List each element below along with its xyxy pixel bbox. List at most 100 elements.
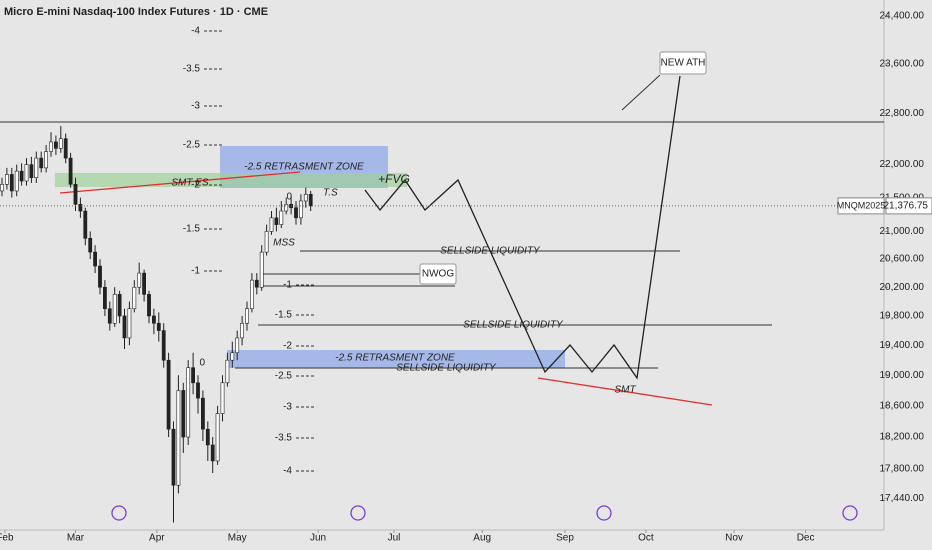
mss-label: MSS xyxy=(273,238,295,249)
candle-body xyxy=(308,193,313,207)
candle-body xyxy=(49,141,53,152)
projection-path xyxy=(364,75,681,380)
fib-label: -3 xyxy=(283,402,292,413)
fib-label: -1 xyxy=(191,266,200,277)
candle-body xyxy=(205,428,210,446)
candle-body xyxy=(103,286,107,310)
smt-line xyxy=(59,171,301,194)
x-tick-label: Jun xyxy=(310,533,326,544)
candle-body xyxy=(279,210,284,225)
price-box xyxy=(885,197,932,215)
candle-body xyxy=(34,157,39,179)
candle-body xyxy=(44,151,49,169)
candle-body xyxy=(107,308,112,324)
pointer-line xyxy=(621,74,661,111)
nwog-label: NWOG xyxy=(422,269,454,280)
candle-body xyxy=(166,359,171,430)
candle-body xyxy=(181,390,186,438)
smt-label: SMT xyxy=(614,385,636,396)
y-tick-label: 21,000.00 xyxy=(880,226,925,237)
y-tick-label: 17,440.00 xyxy=(880,493,925,504)
y-tick-label: 19,800.00 xyxy=(880,311,925,322)
candle-body xyxy=(137,272,142,288)
x-tick-label: Dec xyxy=(797,533,815,544)
y-tick-label: 22,000.00 xyxy=(880,159,925,170)
candle-body xyxy=(93,251,98,267)
y-tick-label: 20,600.00 xyxy=(880,254,925,265)
candle-body xyxy=(171,428,176,486)
fib-label: -2 xyxy=(191,180,200,191)
candle-body xyxy=(284,204,289,212)
candle-body xyxy=(142,272,147,295)
y-tick-label: 19,000.00 xyxy=(880,370,925,381)
chart-title: Micro E-mini Nasdaq-100 Index Futures · … xyxy=(4,6,268,18)
candle-body xyxy=(112,294,117,324)
symbol-box xyxy=(837,197,885,215)
candle-body xyxy=(68,157,73,185)
candle-body xyxy=(269,217,274,232)
fib-label: -3.5 xyxy=(183,64,201,75)
fib-label: -4 xyxy=(283,466,292,477)
candle-body xyxy=(117,294,122,317)
fib-label: -1.5 xyxy=(275,310,293,321)
candle-body xyxy=(196,382,200,399)
candle-body xyxy=(88,237,93,253)
candle-body xyxy=(245,308,249,324)
fvg-label: +FVG xyxy=(378,172,410,186)
fib-label: -3 xyxy=(191,101,200,112)
fib-label: -2 xyxy=(283,341,292,352)
candle-body xyxy=(98,265,102,288)
candle-body xyxy=(19,170,24,182)
candle-body xyxy=(73,184,78,205)
x-tick-label: Mar xyxy=(67,533,85,544)
label-box xyxy=(419,263,457,285)
x-tick-label: Apr xyxy=(149,533,165,544)
candle-body xyxy=(230,352,235,361)
fib-label: -1 xyxy=(283,280,292,291)
candle-body xyxy=(240,322,245,339)
candle-body xyxy=(298,200,303,219)
candle-body xyxy=(191,367,196,384)
candle-body xyxy=(122,315,127,339)
y-tick-label: 20,200.00 xyxy=(880,282,925,293)
candle-body xyxy=(147,294,151,317)
liquidity-label: SELLSIDE LIQUIDITY xyxy=(463,320,564,331)
candle-body xyxy=(186,367,191,438)
candle-body xyxy=(201,397,205,430)
candle-body xyxy=(132,286,137,310)
x-tick-label: Jul xyxy=(388,533,401,544)
candle-body xyxy=(0,184,4,192)
candle-body xyxy=(161,330,166,361)
ath-label: NEW ATH xyxy=(661,58,706,69)
y-tick-label: 18,600.00 xyxy=(880,400,925,411)
candle-body xyxy=(220,382,225,414)
y-tick-label: 22,800.00 xyxy=(880,108,925,119)
fib-label: -3.5 xyxy=(275,433,293,444)
candle-body xyxy=(156,322,161,331)
candle-body xyxy=(5,174,9,185)
fib-label: -2.5 xyxy=(183,140,201,151)
x-tick-label: Sep xyxy=(556,533,574,544)
y-tick-label: 23,600.00 xyxy=(880,58,925,69)
fib-label: 0 xyxy=(199,358,205,369)
fib-label: 0 xyxy=(286,192,292,203)
smt-label: SMT ES xyxy=(171,178,209,189)
liquidity-label: SELLSIDE LIQUIDITY xyxy=(396,363,497,374)
candle-body xyxy=(294,207,298,219)
candle-body xyxy=(14,170,19,192)
candle-body xyxy=(78,204,83,212)
candle-body xyxy=(176,390,181,486)
fib-label: -4 xyxy=(191,26,200,37)
y-tick-label: 24,400.00 xyxy=(880,10,925,21)
candle-body xyxy=(152,315,156,324)
candle-body xyxy=(250,279,254,310)
candle-body xyxy=(274,217,279,225)
x-tick-label: Oct xyxy=(638,533,654,544)
candle-body xyxy=(83,210,88,239)
ts-label: T.S xyxy=(323,188,338,199)
x-tick-label: May xyxy=(228,533,247,544)
y-tick-label: 18,200.00 xyxy=(880,432,925,443)
candle-body xyxy=(215,413,220,462)
candle-body xyxy=(235,337,240,354)
price-label: 21,376.75 xyxy=(884,201,929,212)
